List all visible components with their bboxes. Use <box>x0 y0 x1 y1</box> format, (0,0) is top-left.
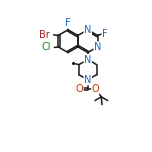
Text: Br: Br <box>39 30 50 40</box>
Text: O: O <box>76 84 83 94</box>
Text: N: N <box>84 55 92 65</box>
Text: N: N <box>84 75 92 85</box>
Text: O: O <box>92 84 99 94</box>
Text: N: N <box>84 25 92 35</box>
Text: N: N <box>94 42 101 52</box>
Text: Cl: Cl <box>41 43 51 52</box>
Text: F: F <box>65 18 71 28</box>
Text: F: F <box>102 29 108 39</box>
